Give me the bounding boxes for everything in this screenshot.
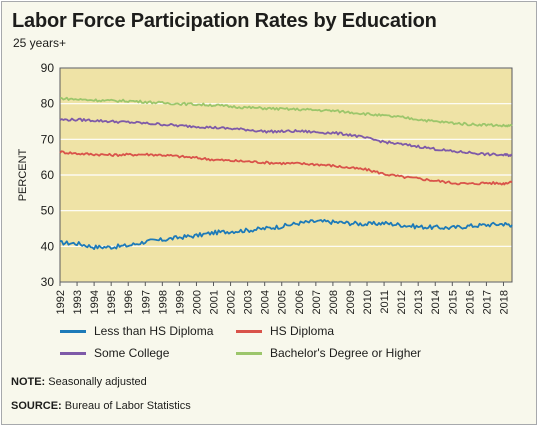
x-tick-label: 2013	[413, 290, 425, 314]
series-line-less-than-hs	[59, 218, 513, 250]
x-tick-label: 2016	[464, 290, 476, 314]
line-chart: 30 40 50 60 70 80 90 1992 1993 1994 1995 1996 1997 19…	[17, 61, 513, 314]
x-tick-label: 2000	[191, 290, 203, 314]
series-line-bachelors	[59, 96, 513, 128]
source-text: Bureau of Labor Statistics	[61, 400, 191, 412]
x-tick-label: 2018	[498, 290, 510, 314]
y-tick-label: 60	[41, 168, 55, 182]
x-tick-label: 1993	[72, 290, 84, 314]
legend-label-bachelors: Bachelor's Degree or Higher	[270, 346, 422, 360]
y-tick-label: 70	[41, 132, 55, 146]
x-tick-label: 2008	[328, 290, 340, 314]
note-label: NOTE:	[11, 376, 46, 388]
y-axis-label: PERCENT	[17, 148, 29, 201]
chart-subtitle: 25 years+	[13, 36, 67, 50]
x-tick-label: 2001	[209, 290, 221, 314]
x-tick-label: 1997	[140, 290, 152, 314]
y-tick-label: 50	[41, 204, 55, 218]
source-label: SOURCE:	[11, 400, 62, 412]
legend-swatch-hs-diploma	[236, 329, 262, 333]
y-tick-label: 40	[41, 239, 55, 253]
legend: Less than HS Diploma HS Diploma Some Col…	[60, 324, 520, 364]
x-tick-label: 2011	[379, 290, 391, 314]
legend-swatch-some-college	[60, 351, 86, 355]
legend-item-bachelors: Bachelor's Degree or Higher	[236, 346, 421, 360]
legend-item-hs-diploma: HS Diploma	[236, 324, 334, 338]
legend-label-some-college: Some College	[94, 346, 170, 360]
x-tick-label: 2007	[311, 290, 323, 314]
legend-item-less-than-hs: Less than HS Diploma	[60, 324, 213, 338]
legend-label-hs-diploma: HS Diploma	[270, 324, 335, 338]
legend-swatch-less-than-hs	[60, 329, 86, 333]
y-tick-label: 80	[41, 97, 55, 111]
legend-item-some-college: Some College	[60, 346, 169, 360]
legend-swatch-bachelors	[236, 351, 262, 355]
x-tick-label: 2005	[277, 290, 289, 314]
x-tick-label: 1992	[55, 290, 67, 314]
source: SOURCE: Bureau of Labor Statistics	[11, 400, 191, 412]
y-tick-label: 90	[41, 61, 55, 75]
x-tick-label: 2003	[243, 290, 255, 314]
x-tick-label: 1998	[157, 290, 169, 314]
legend-label-less-than-hs: Less than HS Diploma	[94, 324, 214, 338]
note: NOTE: Seasonally adjusted	[11, 376, 147, 388]
chart-title: Labor Force Participation Rates by Educa…	[12, 10, 437, 32]
x-tick-label: 1994	[89, 290, 101, 314]
x-tick-label: 2006	[294, 290, 306, 314]
x-tick-label: 2012	[396, 290, 408, 314]
y-tick-label: 30	[41, 275, 55, 289]
x-tick-label: 2002	[226, 290, 238, 314]
x-tick-label: 1996	[123, 290, 135, 314]
x-tick-label: 2010	[362, 290, 374, 314]
series-line-hs-diploma	[59, 150, 513, 186]
x-tick-label: 2004	[260, 290, 272, 314]
note-text: Seasonally adjusted	[45, 376, 147, 388]
x-tick-label: 1995	[106, 290, 118, 314]
x-tick-label: 1999	[174, 290, 186, 314]
x-tick-label: 2017	[481, 290, 493, 314]
plot-border	[59, 67, 513, 283]
series-line-some-college	[59, 117, 513, 158]
x-tick-label: 2014	[430, 290, 442, 314]
x-tick-label: 2009	[345, 290, 357, 314]
x-tick-label: 2015	[447, 290, 459, 314]
